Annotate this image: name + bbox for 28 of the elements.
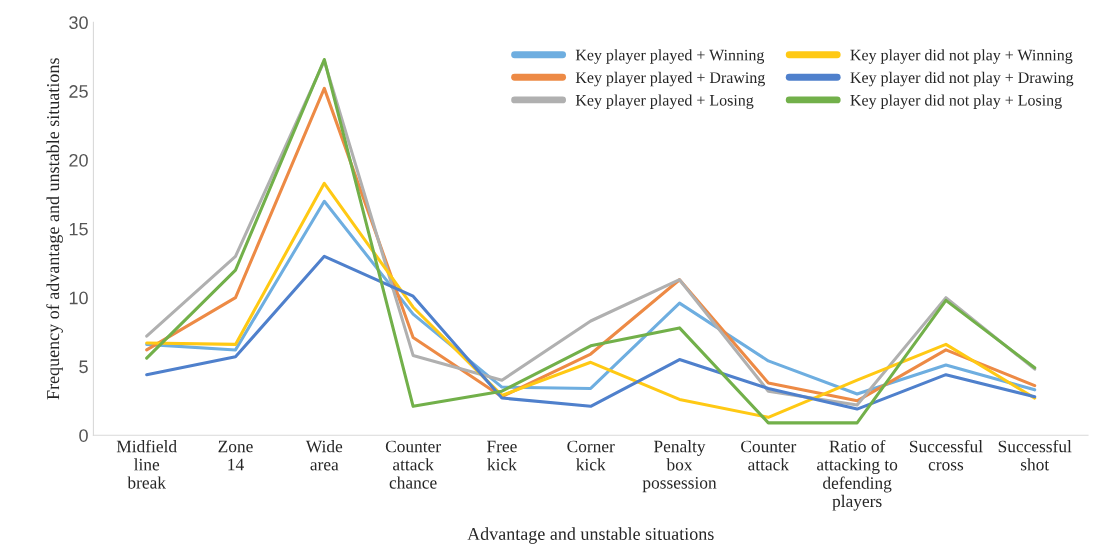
- legend-label: Key player did not play + Drawing: [850, 71, 1074, 87]
- y-tick-label: 20: [69, 153, 88, 167]
- y-tick-label: 5: [79, 360, 88, 374]
- legend-label: Key player played + Winning: [575, 49, 765, 64]
- x-tick-label: Midfield line break: [116, 439, 177, 489]
- y-tick-label: 30: [69, 16, 88, 30]
- line-series: [145, 254, 1037, 411]
- y-tick-label: 25: [69, 85, 88, 98]
- x-tick-label: Ratio of attacking to defending players: [816, 439, 898, 511]
- x-tick-label: Successful shot: [998, 439, 1072, 471]
- legend-label: Key player played + Drawing: [575, 71, 765, 87]
- legend-label: Key player played + Losing: [575, 94, 754, 109]
- y-tick-label: 15: [69, 222, 88, 236]
- x-tick-label: Penalty box possession: [642, 440, 717, 493]
- legend-label: Key player did not play + Losing: [850, 94, 1062, 109]
- x-tick-label: Counter attack chance: [385, 440, 441, 489]
- x-tick-label: Free kick: [486, 440, 517, 471]
- x-tick-label: Zone 14: [218, 440, 253, 471]
- x-tick-label: Corner kick: [567, 440, 615, 471]
- x-axis-title: Advantage and unstable situations: [467, 527, 714, 544]
- legend-label: Key player did not play + Winning: [850, 49, 1073, 64]
- x-tick-label: Counter attack: [741, 440, 797, 471]
- line-series: [145, 181, 1037, 419]
- y-tick-label: 10: [69, 291, 88, 305]
- x-tick-label: Wide area: [305, 440, 343, 471]
- x-tick-label: Successful cross: [909, 439, 983, 471]
- y-axis-title: Frequency of advantage and unstable situations: [46, 58, 63, 400]
- y-tick-label: 0: [79, 429, 88, 442]
